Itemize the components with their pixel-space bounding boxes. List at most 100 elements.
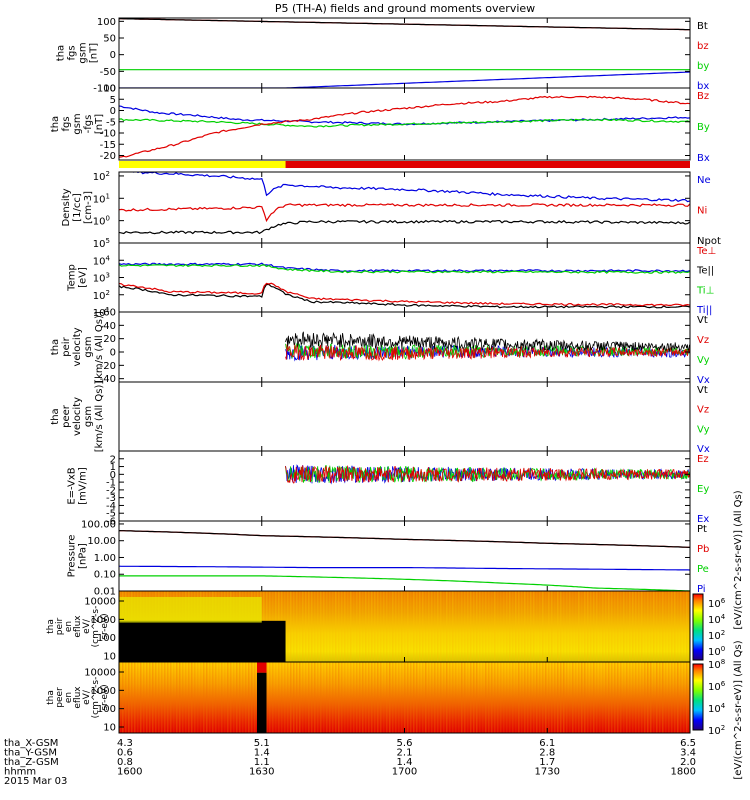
spectrogram-texture (284, 662, 286, 733)
spectrogram-texture (347, 591, 349, 662)
spectrogram-texture (659, 662, 661, 733)
ytick-label-efield: 1 (110, 462, 116, 473)
spectrogram-texture (503, 591, 505, 662)
spectrogram-texture (542, 662, 544, 733)
ytick-label-peir_spec: 100 (97, 633, 116, 644)
legend-pressure-Pi: Pi (697, 584, 706, 595)
panel-frame-peer_vel (118, 381, 691, 452)
ylabel-peer_vel: [km/s (All Qs)] (94, 381, 105, 453)
spectrogram-texture (614, 662, 616, 733)
xaxis-row-label: 2015 Mar 03 (4, 776, 67, 787)
spectrogram-texture (170, 662, 172, 733)
legend-temp-Ti⊥: Ti⊥ (696, 285, 714, 296)
ytick-label-temp: 104 (93, 254, 111, 267)
spectrogram-texture (344, 662, 346, 733)
spectrogram-texture (389, 662, 391, 733)
spectrogram-texture (521, 591, 523, 662)
ylabel-density: [cm-3] (83, 191, 94, 224)
ytick-label-temp: 105 (93, 237, 110, 250)
colorbar-label: [eV/(cm^2-s-sr-eV)] (All Qs) (733, 640, 744, 779)
spectrogram-texture (629, 591, 631, 662)
xaxis-tick-hhmm: 1630 (249, 767, 274, 778)
spectrogram-texture (485, 591, 487, 662)
spectrogram-texture (602, 591, 604, 662)
legend-peir_vel-Vt: Vt (697, 315, 708, 326)
mode-bar-segment-red (285, 161, 690, 168)
spectrogram-texture (416, 662, 418, 733)
spectrogram-texture (290, 591, 292, 662)
ytick-label-fgs_zoom: 5 (110, 95, 116, 106)
spectrogram-texture (572, 662, 574, 733)
spectrogram-texture (590, 591, 592, 662)
spectrogram-texture (293, 591, 295, 662)
spectrogram-texture (305, 662, 307, 733)
ytick-label-efield: 0 (110, 470, 116, 481)
spectrogram-texture (569, 591, 571, 662)
ytick-label-fgs: 100 (97, 17, 116, 28)
ytick-label-efield: -2 (106, 485, 116, 496)
spectrogram-texture (146, 662, 148, 733)
spectrogram-fill-peer_spec (119, 662, 690, 733)
spectrogram-texture (389, 591, 391, 662)
series-group-efield (285, 464, 690, 485)
ytick-label-fgs_zoom: 10 (103, 84, 116, 95)
spectrogram-texture (458, 662, 460, 733)
spectrogram-texture (479, 591, 481, 662)
legend-fgs_zoom-Bx: Bx (697, 153, 710, 164)
legend-temp-Te⊥: Te⊥ (696, 246, 716, 257)
spectrogram-texture (668, 662, 670, 733)
spectrogram-texture (563, 591, 565, 662)
spectrogram-texture (599, 591, 601, 662)
series-pressure-Pi (119, 565, 690, 571)
spectrogram-texture (209, 662, 211, 733)
xaxis-tick-hhmm: 1800 (671, 767, 696, 778)
spectrogram-texture (563, 662, 565, 733)
spectrogram-texture (542, 591, 544, 662)
spectrogram-texture (539, 662, 541, 733)
spectrogram-texture (137, 662, 139, 733)
ylabel-peir_vel: peir (61, 336, 72, 356)
spectrogram-texture (608, 591, 610, 662)
spectrogram-texture (521, 662, 523, 733)
spectrogram-texture (335, 591, 337, 662)
spectrogram-texture (674, 662, 676, 733)
spectrogram-texture (530, 662, 532, 733)
colorbar-tick-bottom: 108 (708, 658, 725, 671)
spectrogram-texture (632, 591, 634, 662)
spectrogram-texture (455, 591, 457, 662)
spectrogram-texture (680, 591, 682, 662)
series-group-temp (119, 262, 690, 309)
colorbar-top (692, 593, 704, 661)
spectrogram-texture (509, 591, 511, 662)
spectrogram-texture (569, 662, 571, 733)
spectrogram-texture (182, 662, 184, 733)
spectrogram-texture (437, 662, 439, 733)
xaxis-tick-X: 6.5 (680, 738, 696, 749)
xaxis-row-label: tha_Z-GSM (4, 757, 59, 768)
legend-peer_vel-Vy: Vy (697, 424, 710, 435)
ylabel-peir_spec: tha (46, 619, 56, 634)
spectrogram-texture (374, 662, 376, 733)
ytick-label-efield: -3 (106, 493, 116, 504)
spectrogram-texture (356, 662, 358, 733)
spectrogram-texture (422, 591, 424, 662)
ytick-label-density: 100 (93, 215, 110, 228)
legend-temp-Ti||: Ti|| (696, 305, 712, 316)
spectrogram-texture (524, 591, 526, 662)
spectrogram-texture (179, 662, 181, 733)
spectrogram-texture (596, 591, 598, 662)
spectrogram-texture (374, 591, 376, 662)
spectrogram-texture (650, 662, 652, 733)
panel-frame-pressure (118, 520, 691, 592)
spectrogram-texture (428, 591, 430, 662)
ytick-label-peir_vel: -40 (100, 374, 116, 385)
spectrogram-texture (647, 591, 649, 662)
spectrogram-texture (683, 662, 685, 733)
spectrogram-texture (254, 662, 256, 733)
xaxis-tick-Z: 1.4 (397, 757, 413, 768)
spectrogram-texture (554, 591, 556, 662)
legend-peer_vel-Vz: Vz (697, 405, 709, 416)
spectrogram-texture (602, 662, 604, 733)
series-peir_vel-Vz (285, 344, 690, 362)
spectrogram-texture (515, 591, 517, 662)
